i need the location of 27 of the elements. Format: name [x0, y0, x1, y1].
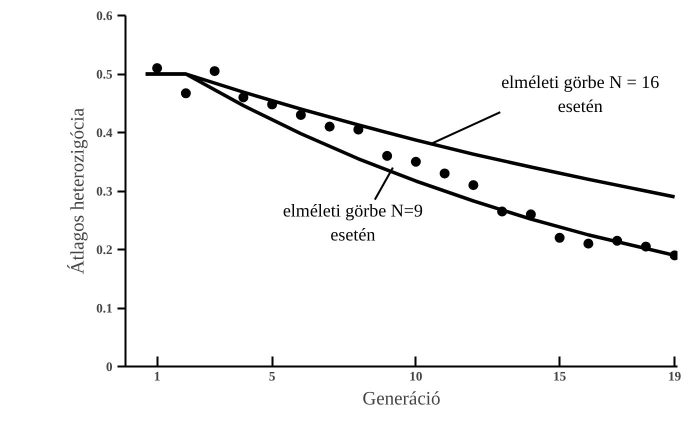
annotation: elméleti görbe N=9 esetén — [282, 200, 423, 245]
y-tick-label: 0 — [106, 359, 112, 374]
point — [468, 180, 478, 190]
x-tick-label: 5 — [268, 368, 276, 384]
point — [440, 168, 450, 178]
point — [180, 88, 191, 98]
point — [554, 232, 565, 243]
point — [382, 150, 392, 161]
point — [296, 110, 306, 120]
annotation: elméleti görbe N = 16 esetén — [501, 72, 660, 116]
point — [410, 156, 421, 167]
x-tick-label: 19 — [668, 368, 682, 384]
y-tick-label: 0.6 — [96, 8, 113, 23]
y-tick-label: 0.3 — [96, 184, 113, 198]
point — [152, 63, 162, 74]
point — [583, 238, 594, 249]
point — [210, 66, 220, 76]
x-axis-title: Generáció — [362, 388, 441, 410]
y-tick-label: 0.4 — [96, 125, 113, 140]
point — [324, 122, 335, 132]
x-tick-label: 15 — [553, 368, 567, 384]
x-tick-label: 10 — [409, 368, 422, 384]
x-tick-label: 1 — [154, 368, 160, 384]
y-tick-label: 0.2 — [96, 242, 112, 257]
y-axis-title: Átlagos heterozigócia — [66, 107, 88, 274]
y-tick-label: 0.1 — [96, 300, 112, 316]
y-tick-label: 0.5 — [96, 66, 113, 82]
